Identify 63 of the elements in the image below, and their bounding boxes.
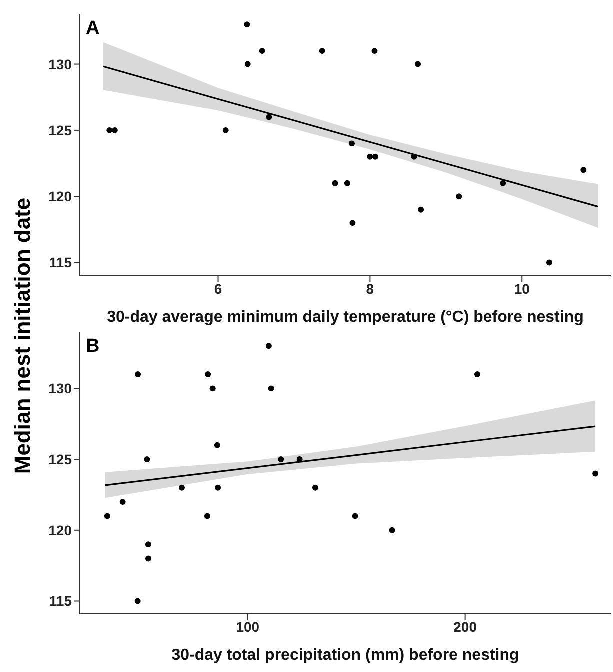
point: [415, 61, 422, 68]
point: [205, 372, 212, 378]
point: [389, 527, 396, 534]
point: [319, 48, 326, 54]
point: [146, 556, 152, 562]
point: [372, 154, 378, 160]
point: [268, 386, 274, 392]
x-axis-title: 30-day average minimum daily temperature (°C) before nesting: [107, 309, 584, 326]
point: [214, 442, 220, 448]
point: [580, 167, 587, 174]
x-tick-label: 100: [236, 618, 260, 635]
point: [178, 484, 185, 491]
point: [474, 372, 480, 378]
point: [210, 386, 216, 392]
chart-title: B: [86, 336, 100, 358]
y-tick-label: 130: [48, 380, 72, 397]
point: [120, 499, 126, 506]
point: [266, 343, 272, 350]
point: [312, 484, 318, 491]
y-tick-label: 115: [49, 593, 72, 610]
point: [418, 206, 424, 213]
point: [106, 127, 113, 134]
point: [204, 513, 210, 520]
point: [144, 456, 150, 463]
point: [332, 180, 338, 186]
x-axis-title: 30-day total precipitation (mm) before nesting: [172, 647, 520, 664]
line-series: [104, 426, 596, 486]
point: [411, 154, 418, 160]
x-tick-label: 10: [514, 280, 530, 297]
point: [244, 22, 250, 28]
y-tick-label: 125: [48, 452, 72, 468]
point: [135, 372, 142, 378]
point: [278, 456, 284, 463]
point: [592, 470, 599, 477]
point: [215, 484, 222, 491]
point: [352, 513, 358, 520]
x-tick-label: 200: [454, 618, 478, 635]
point: [348, 140, 355, 147]
point: [112, 127, 118, 134]
point: [367, 154, 374, 160]
y-axis-title: Median nest initiation date: [10, 198, 36, 474]
y-tick-label: 115: [49, 254, 72, 271]
y-tick-label: 120: [48, 188, 72, 205]
y-tick-label: 120: [48, 522, 72, 538]
y-tick-label: 125: [48, 122, 72, 138]
point: [500, 180, 506, 186]
chart-title: A: [86, 18, 100, 40]
point: [146, 542, 152, 548]
x-tick-label: 6: [214, 280, 222, 297]
y-tick-label: 130: [48, 56, 72, 72]
point: [350, 220, 356, 226]
point: [244, 61, 251, 68]
point: [266, 114, 272, 120]
point: [372, 48, 378, 54]
point: [456, 194, 462, 200]
point: [104, 513, 110, 520]
point: [546, 260, 552, 266]
line-series: [102, 66, 599, 208]
x-tick-label: 8: [366, 280, 374, 297]
point: [344, 180, 350, 186]
point: [259, 48, 266, 54]
point: [222, 127, 229, 134]
point: [134, 598, 141, 604]
